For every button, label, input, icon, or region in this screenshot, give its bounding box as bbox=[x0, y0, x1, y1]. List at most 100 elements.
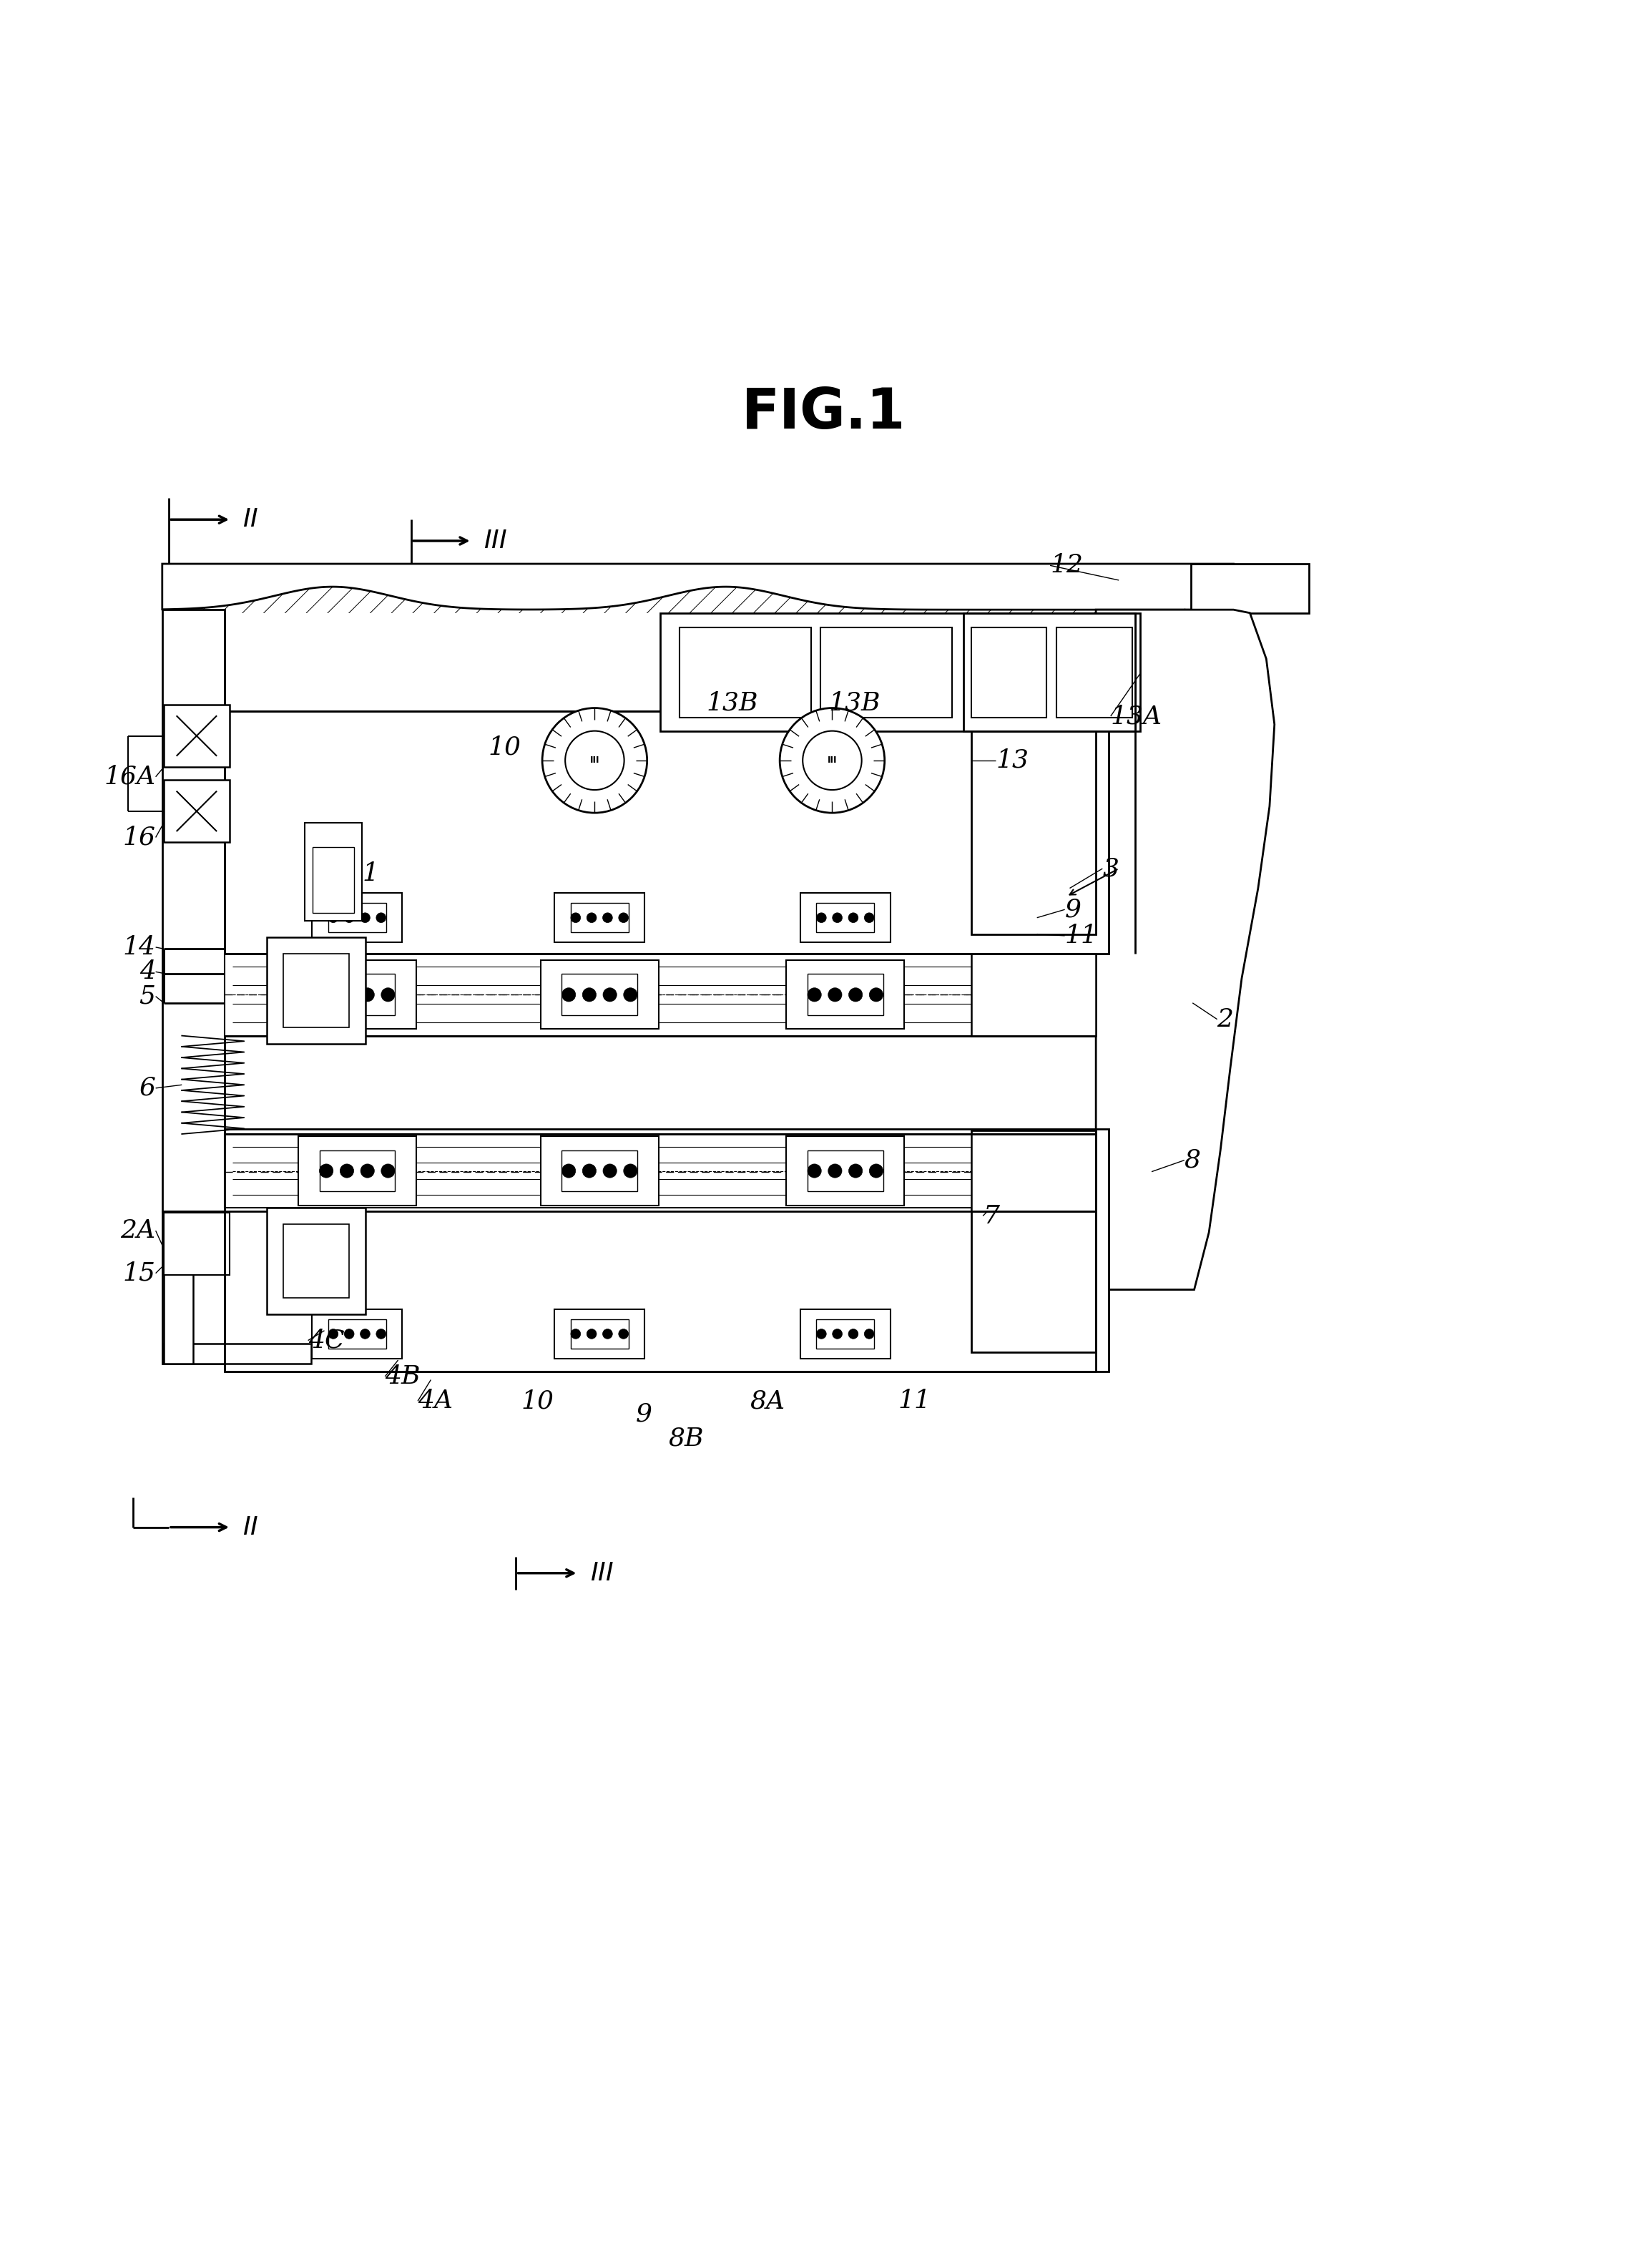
Text: 16: 16 bbox=[122, 826, 155, 850]
Bar bbox=[283, 955, 349, 1027]
Text: 2A: 2A bbox=[120, 1218, 155, 1243]
Bar bbox=[163, 780, 229, 841]
Bar bbox=[162, 1211, 224, 1363]
Circle shape bbox=[328, 1329, 338, 1338]
Circle shape bbox=[808, 1163, 821, 1177]
Bar bbox=[224, 712, 1109, 955]
Text: 14: 14 bbox=[122, 934, 155, 959]
Bar bbox=[971, 628, 1046, 719]
Circle shape bbox=[542, 708, 648, 812]
Polygon shape bbox=[162, 565, 1233, 610]
Bar bbox=[313, 848, 354, 912]
Circle shape bbox=[361, 1163, 374, 1177]
Circle shape bbox=[570, 1329, 580, 1338]
Bar bbox=[971, 1132, 1096, 1352]
Bar bbox=[162, 610, 224, 1211]
Bar bbox=[786, 959, 905, 1030]
Bar bbox=[162, 1211, 224, 1363]
Text: 10: 10 bbox=[521, 1388, 554, 1413]
Text: 8: 8 bbox=[1185, 1148, 1201, 1173]
Text: 13A: 13A bbox=[1111, 703, 1162, 728]
Bar bbox=[962, 612, 1140, 730]
Bar bbox=[562, 973, 638, 1016]
Circle shape bbox=[582, 1163, 597, 1177]
Bar bbox=[971, 712, 1096, 934]
Bar bbox=[305, 823, 363, 921]
Text: FIG.1: FIG.1 bbox=[742, 386, 906, 440]
Bar bbox=[570, 1320, 628, 1349]
Bar bbox=[224, 1129, 1109, 1372]
Circle shape bbox=[361, 1329, 371, 1338]
Text: III: III bbox=[827, 755, 837, 764]
Text: 5: 5 bbox=[138, 984, 155, 1009]
Circle shape bbox=[376, 912, 386, 923]
Circle shape bbox=[344, 912, 354, 923]
Bar bbox=[224, 955, 1096, 1036]
Bar bbox=[267, 937, 366, 1043]
Bar bbox=[267, 1209, 366, 1313]
Bar bbox=[816, 1320, 873, 1349]
Circle shape bbox=[603, 989, 616, 1002]
Bar bbox=[224, 1134, 1096, 1209]
Bar bbox=[283, 1225, 349, 1297]
Bar bbox=[162, 610, 224, 1211]
Bar bbox=[163, 1213, 229, 1275]
Bar bbox=[320, 973, 396, 1016]
Circle shape bbox=[570, 912, 580, 923]
Circle shape bbox=[603, 912, 613, 923]
Bar bbox=[305, 823, 363, 921]
Polygon shape bbox=[1096, 610, 1274, 1290]
Bar bbox=[1056, 628, 1132, 719]
Circle shape bbox=[780, 708, 885, 812]
Bar bbox=[163, 705, 229, 767]
Bar bbox=[661, 612, 1135, 730]
Bar bbox=[971, 712, 1096, 934]
Text: 7: 7 bbox=[982, 1204, 999, 1227]
Text: 16A: 16A bbox=[104, 764, 155, 789]
Bar bbox=[224, 1129, 1109, 1372]
Bar bbox=[821, 628, 953, 719]
Text: 15: 15 bbox=[122, 1261, 155, 1286]
Bar bbox=[298, 1136, 417, 1204]
Circle shape bbox=[808, 989, 821, 1002]
Bar bbox=[971, 1134, 1096, 1211]
Circle shape bbox=[320, 1163, 333, 1177]
Text: III: III bbox=[590, 755, 600, 764]
Circle shape bbox=[829, 989, 842, 1002]
Circle shape bbox=[587, 912, 597, 923]
Circle shape bbox=[849, 1329, 859, 1338]
Circle shape bbox=[864, 912, 873, 923]
Circle shape bbox=[603, 1163, 616, 1177]
Circle shape bbox=[376, 1329, 386, 1338]
Bar bbox=[311, 894, 402, 941]
Circle shape bbox=[832, 912, 842, 923]
Circle shape bbox=[803, 730, 862, 789]
Bar bbox=[808, 1150, 883, 1191]
Bar bbox=[541, 1136, 659, 1204]
Bar bbox=[971, 955, 1096, 1036]
Circle shape bbox=[320, 989, 333, 1002]
Text: 9: 9 bbox=[636, 1402, 653, 1427]
Circle shape bbox=[623, 989, 638, 1002]
Bar bbox=[570, 903, 628, 932]
Circle shape bbox=[381, 1163, 396, 1177]
Bar bbox=[1192, 565, 1309, 612]
Text: 3: 3 bbox=[1103, 857, 1119, 880]
Text: 11: 11 bbox=[1065, 923, 1098, 948]
Bar bbox=[328, 903, 386, 932]
Bar bbox=[328, 1320, 386, 1349]
Circle shape bbox=[361, 912, 371, 923]
Circle shape bbox=[565, 730, 625, 789]
Bar bbox=[267, 937, 366, 1043]
Bar bbox=[816, 903, 873, 932]
Circle shape bbox=[864, 1329, 873, 1338]
Circle shape bbox=[816, 912, 826, 923]
Bar bbox=[554, 894, 644, 941]
Circle shape bbox=[868, 989, 883, 1002]
Text: 2: 2 bbox=[1218, 1007, 1234, 1032]
Text: 13B: 13B bbox=[705, 692, 758, 714]
Circle shape bbox=[829, 1163, 842, 1177]
Bar bbox=[298, 959, 417, 1030]
Text: 4A: 4A bbox=[417, 1388, 453, 1413]
Text: 1: 1 bbox=[363, 862, 379, 885]
